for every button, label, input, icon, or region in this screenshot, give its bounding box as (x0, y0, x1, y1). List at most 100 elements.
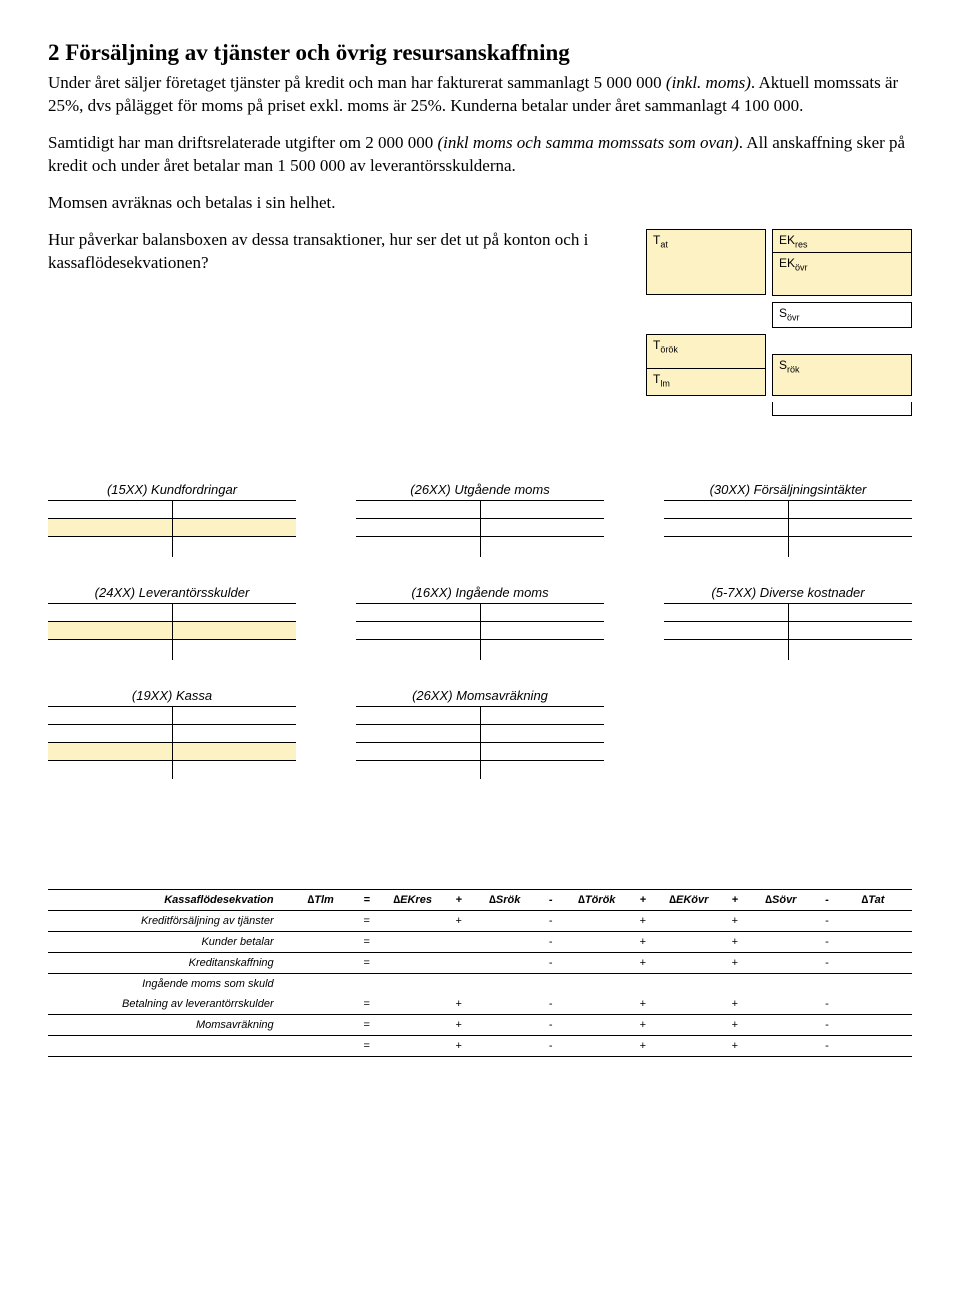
kf-cell (282, 932, 360, 953)
kf-cell (452, 974, 466, 995)
page-heading: 2 Försäljning av tjänster och övrig resu… (48, 40, 912, 66)
kf-cell (742, 1036, 820, 1057)
kf-cell (282, 994, 360, 1015)
kf-row-label: Betalning av leverantörrskulder (48, 994, 282, 1015)
balance-cell-ekres: EKres (772, 229, 912, 252)
kf-cell: = (360, 1036, 374, 1057)
kf-cell (374, 974, 452, 995)
kf-row: Ingående moms som skuld (48, 974, 912, 995)
t-account-forsaljningsintakter: (30XX) Försäljningsintäkter (664, 482, 912, 557)
kf-cell: + (728, 911, 742, 932)
kf-cell (558, 974, 636, 995)
kf-cell: - (544, 932, 558, 953)
kf-cell (636, 974, 650, 995)
kf-cell: = (360, 911, 374, 932)
p2-text-b: (inkl moms och samma momssats som ovan) (437, 133, 738, 152)
kf-cell (650, 1036, 728, 1057)
kf-cell (466, 974, 544, 995)
kf-cell: - (820, 1036, 834, 1057)
kf-cell (466, 932, 544, 953)
kf-cell (466, 953, 544, 974)
t-account-momsavrakning: (26XX) Momsavräkning (356, 688, 604, 779)
balance-cell-sovr: Sövr (772, 302, 912, 328)
kf-cell (650, 994, 728, 1015)
t-account-kundfordringar: (15XX) Kundfordringar (48, 482, 296, 557)
balance-cell-empty (772, 402, 912, 416)
kf-row-label (48, 1036, 282, 1057)
kf-cell: + (728, 994, 742, 1015)
kf-h-plus2: + (636, 890, 650, 911)
ekres-sub: res (795, 239, 808, 249)
paragraph-3: Momsen avräknas och betalas i sin helhet… (48, 192, 912, 215)
kf-cell: + (452, 911, 466, 932)
kf-cell (742, 911, 820, 932)
t-title: (30XX) Försäljningsintäkter (664, 482, 912, 501)
kf-cell (466, 994, 544, 1015)
t-title: (5-7XX) Diverse kostnader (664, 585, 912, 604)
kf-cell: - (544, 1015, 558, 1036)
kf-cell: = (360, 953, 374, 974)
kf-cell (282, 953, 360, 974)
kf-cell (374, 1015, 452, 1036)
kf-h-tat: ∆Tat (834, 890, 912, 911)
kf-cell: + (636, 911, 650, 932)
kf-h-srok: ∆Srök (466, 890, 544, 911)
kf-cell (282, 1015, 360, 1036)
ekovr-base: EK (779, 256, 795, 270)
kf-h-plus3: + (728, 890, 742, 911)
t-account-ingaende-moms: (16XX) Ingående moms (356, 585, 604, 660)
t-account-kassa: (19XX) Kassa (48, 688, 296, 779)
kf-cell (544, 974, 558, 995)
kf-row-label: Kreditanskaffning (48, 953, 282, 974)
srok-base: S (779, 358, 787, 372)
t-title: (16XX) Ingående moms (356, 585, 604, 604)
kf-cell (282, 1036, 360, 1057)
kf-row: Kreditförsäljning av tjänster=+-++- (48, 911, 912, 932)
kf-cell (466, 1015, 544, 1036)
kf-cell (834, 953, 912, 974)
balance-cell-torok: Török (646, 334, 766, 368)
kf-cell (742, 974, 820, 995)
kf-cell (834, 911, 912, 932)
kf-cell (374, 911, 452, 932)
kf-h-tlm: ∆Tlm (282, 890, 360, 911)
srok-sub: rök (787, 364, 800, 374)
kf-cell (834, 1015, 912, 1036)
kf-cell: + (636, 1036, 650, 1057)
torok-sub: örök (660, 344, 678, 354)
kf-cell: - (820, 1015, 834, 1036)
balance-cell-tat: Tat (646, 229, 766, 295)
question-text: Hur påverkar balansboxen av dessa transa… (48, 229, 622, 275)
kf-cell: + (452, 994, 466, 1015)
kf-cell: - (820, 953, 834, 974)
t-account-diverse-kostnader: (5-7XX) Diverse kostnader (664, 585, 912, 660)
kf-row-label: Kreditförsäljning av tjänster (48, 911, 282, 932)
kf-cell (820, 974, 834, 995)
kf-row: Momsavräkning=+-++- (48, 1015, 912, 1036)
kf-cell: + (728, 953, 742, 974)
paragraph-1: Under året säljer företaget tjänster på … (48, 72, 912, 118)
kf-cell (374, 1036, 452, 1057)
kf-cell (650, 1015, 728, 1036)
kf-cell: - (820, 932, 834, 953)
kf-cell: + (728, 932, 742, 953)
kf-cell (558, 1036, 636, 1057)
ekres-base: EK (779, 233, 795, 247)
kf-cell (834, 994, 912, 1015)
kf-cell: + (728, 1015, 742, 1036)
kf-row-label: Ingående moms som skuld (48, 974, 282, 995)
t-account-utgaende-moms: (26XX) Utgående moms (356, 482, 604, 557)
kf-cell (650, 911, 728, 932)
kf-h-sovr: ∆Sövr (742, 890, 820, 911)
t-account-leverantorsskulder: (24XX) Leverantörsskulder (48, 585, 296, 660)
kf-cell: = (360, 994, 374, 1015)
kf-row-label: Kunder betalar (48, 932, 282, 953)
kf-cell (374, 953, 452, 974)
t-title: (15XX) Kundfordringar (48, 482, 296, 501)
t-title: (24XX) Leverantörsskulder (48, 585, 296, 604)
kf-h-torok: ∆Török (558, 890, 636, 911)
kf-cell (834, 1036, 912, 1057)
kf-cell (558, 911, 636, 932)
kf-cell (466, 911, 544, 932)
kf-cell (742, 994, 820, 1015)
